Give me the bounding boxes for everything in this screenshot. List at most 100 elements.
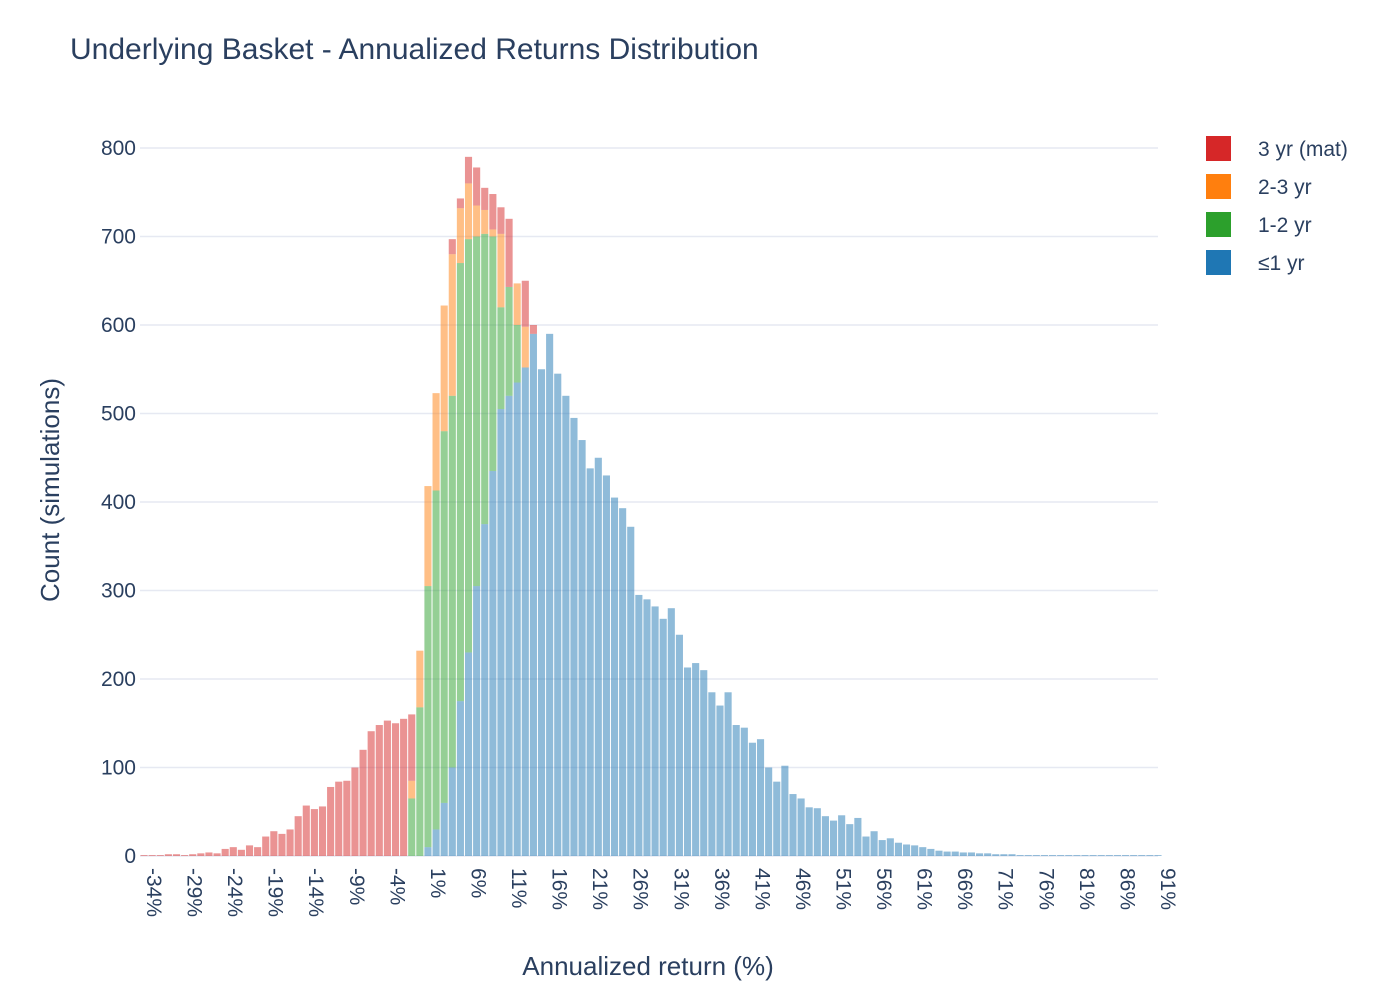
y-tick-label: 800 <box>101 137 136 160</box>
bar-2-3yr <box>416 650 424 708</box>
bar-3yr-mat <box>529 325 537 334</box>
bar-3yr-mat <box>375 725 383 856</box>
bar-le1yr <box>1146 855 1154 856</box>
bar-le1yr <box>765 767 773 856</box>
x-tick-label: 81% <box>1075 868 1098 910</box>
x-tick-label: -34% <box>142 868 165 917</box>
bar-3yr-mat <box>408 714 416 781</box>
bar-le1yr <box>692 663 700 856</box>
bar-le1yr <box>1000 854 1008 856</box>
bar-3yr-mat <box>278 833 286 856</box>
bar-3yr-mat <box>302 805 310 856</box>
bar-le1yr <box>724 692 732 856</box>
bar-le1yr <box>1040 855 1048 856</box>
bar-le1yr <box>659 618 667 856</box>
bar-3yr-mat <box>318 806 327 856</box>
bar-3yr-mat <box>481 187 489 210</box>
bar-1-2yr <box>473 236 481 587</box>
y-tick-label: 700 <box>101 226 136 249</box>
x-tick-label: 71% <box>994 868 1017 910</box>
x-tick-label: 61% <box>913 868 936 910</box>
x-tick-label: -24% <box>223 868 246 917</box>
bar-le1yr <box>708 692 716 856</box>
bar-le1yr <box>984 853 992 856</box>
bar-le1yr <box>1081 855 1089 856</box>
bar-3yr-mat <box>172 854 181 856</box>
bar-3yr-mat <box>156 855 164 856</box>
bar-3yr-mat <box>189 854 197 856</box>
bar-le1yr <box>440 802 448 856</box>
bar-3yr-mat <box>205 852 213 856</box>
bar-1-2yr <box>424 586 432 848</box>
x-tick-label: 56% <box>872 868 895 910</box>
bar-le1yr <box>1008 854 1016 856</box>
bar-3yr-mat <box>164 854 172 856</box>
bar-3yr-mat <box>181 855 189 856</box>
legend-swatch <box>1206 136 1231 161</box>
bar-le1yr <box>1089 855 1097 856</box>
bar-2-3yr <box>513 283 521 325</box>
x-tick-label: 51% <box>831 868 854 910</box>
bar-le1yr <box>716 705 724 856</box>
y-tick-label: 600 <box>101 314 136 337</box>
bar-3yr-mat <box>497 207 505 234</box>
legend-swatch <box>1206 250 1231 275</box>
bar-1-2yr <box>481 233 489 525</box>
x-tick-label: 41% <box>750 868 773 910</box>
bar-1-2yr <box>513 325 521 383</box>
bar-3yr-mat <box>383 720 391 856</box>
bar-2-3yr <box>448 254 456 396</box>
bar-3yr-mat <box>270 831 278 856</box>
x-tick-label: 86% <box>1115 868 1138 910</box>
bar-1-2yr <box>489 236 497 472</box>
x-tick-label: 11% <box>507 868 530 908</box>
bar-3yr-mat <box>359 749 367 856</box>
bar-3yr-mat <box>213 853 221 856</box>
bar-3yr-mat <box>473 167 481 206</box>
bar-le1yr <box>813 808 821 856</box>
bar-3yr-mat <box>521 280 529 327</box>
x-tick-label: 46% <box>791 868 814 910</box>
y-tick-label: 300 <box>101 580 136 603</box>
bar-1-2yr <box>408 798 416 856</box>
bar-le1yr <box>456 701 464 856</box>
bar-le1yr <box>829 820 838 856</box>
bar-2-3yr <box>440 305 448 432</box>
y-tick-label: 100 <box>101 757 136 780</box>
x-tick-label: 1% <box>426 868 449 898</box>
legend-label: 1-2 yr <box>1258 214 1312 237</box>
bar-2-3yr <box>424 486 432 587</box>
bars <box>140 156 1162 857</box>
bar-le1yr <box>505 395 513 856</box>
y-tick-label: 0 <box>124 845 136 868</box>
bar-le1yr <box>602 475 610 856</box>
bar-le1yr <box>992 854 1000 856</box>
bar-le1yr <box>1138 855 1146 856</box>
bar-1-2yr <box>448 395 456 768</box>
bar-le1yr <box>943 851 951 856</box>
legend-label: ≤1 yr <box>1258 252 1305 275</box>
bar-le1yr <box>781 765 789 856</box>
bar-le1yr <box>513 382 521 856</box>
x-tick-label: 16% <box>548 868 571 910</box>
bar-le1yr <box>748 742 756 856</box>
bar-1-2yr <box>416 707 424 856</box>
bar-1-2yr <box>432 490 440 830</box>
bar-le1yr <box>529 333 537 857</box>
gridlines <box>140 147 1158 857</box>
y-axis-title: Count (simulations) <box>35 378 65 602</box>
bar-le1yr <box>521 367 529 856</box>
bar-le1yr <box>1065 855 1073 856</box>
bar-le1yr <box>481 524 489 856</box>
bar-1-2yr <box>456 263 464 702</box>
x-tick-label: 6% <box>466 868 489 898</box>
bar-le1yr <box>578 440 586 856</box>
bar-2-3yr <box>432 393 440 491</box>
bar-le1yr <box>878 840 886 856</box>
bar-le1yr <box>489 471 497 856</box>
bar-2-3yr <box>456 208 464 264</box>
bar-le1yr <box>756 739 765 856</box>
x-tick-label: 76% <box>1034 868 1057 910</box>
bar-le1yr <box>683 667 692 856</box>
